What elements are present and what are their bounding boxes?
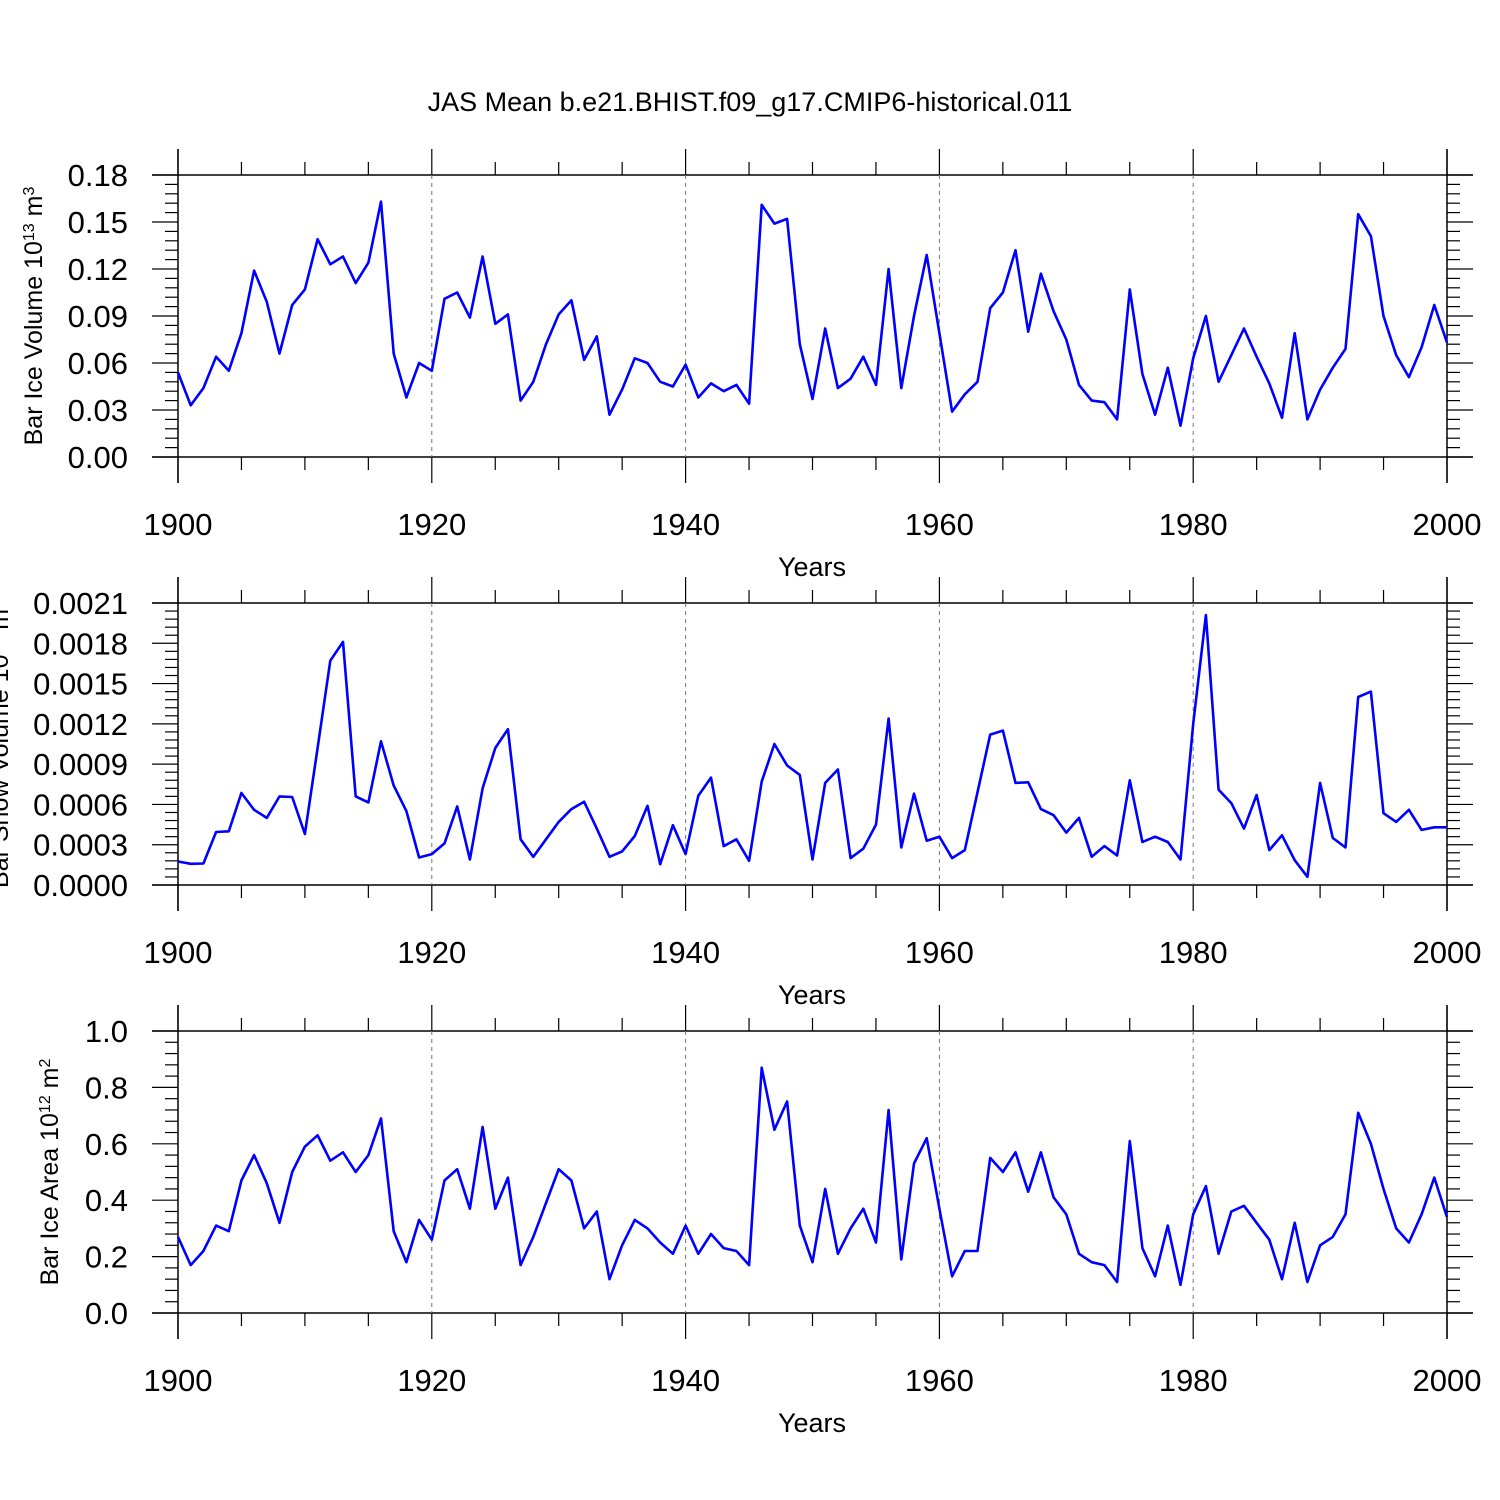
y-tick-label: 0.0021 xyxy=(33,586,128,621)
y-tick-label: 0.8 xyxy=(85,1070,128,1105)
data-series-line xyxy=(176,200,1449,428)
y-tick-label: 0.03 xyxy=(68,393,128,428)
y-label-text: Bar Snow Volume 10 xyxy=(0,655,14,888)
x-tick-label: 2000 xyxy=(1413,1363,1482,1398)
y-tick-label: 0.0015 xyxy=(33,667,128,702)
x-tick-label: 1940 xyxy=(651,935,720,970)
y-tick-label: 0.2 xyxy=(85,1240,128,1275)
y-tick-label: 0.0 xyxy=(85,1296,128,1331)
y-label-exponent: 13 xyxy=(21,223,38,241)
y-tick-label: 0.09 xyxy=(68,299,128,334)
y-tick-label: 0.0003 xyxy=(33,828,128,863)
x-axis-label: Years xyxy=(778,980,846,1010)
x-tick-label: 1980 xyxy=(1159,935,1228,970)
y-tick-label: 1.0 xyxy=(85,1014,128,1049)
y-tick-label: 0.06 xyxy=(68,346,128,381)
x-tick-label: 1960 xyxy=(905,935,974,970)
x-tick-label: 1920 xyxy=(397,935,466,970)
data-series-line xyxy=(177,613,1447,879)
y-label-unit-exponent: 3 xyxy=(21,187,38,196)
y-label-exponent: 12 xyxy=(37,1095,54,1113)
x-tick-label: 1940 xyxy=(651,1363,720,1398)
data-series-line xyxy=(176,1066,1449,1287)
y-label-unit-exponent: 3 xyxy=(0,600,4,609)
y-axis-label: Bar Ice Area 1012 m2 xyxy=(36,1059,64,1286)
y-tick-label: 0.0006 xyxy=(33,787,128,822)
panel-1: 0.00 0.03 0.06 0.09 0.12 0.15 0.18 1900 1920 1940… xyxy=(20,149,1481,582)
panel-2: 0.0000 0.0003 0.0006 0.0009 0.0012 0.0015 0.00… xyxy=(0,577,1481,1010)
panel-3: 0.0 0.2 0.4 0.6 0.8 1.0 1900 1920 1940 1960 1980 20… xyxy=(36,1005,1481,1438)
x-axis-label: Years xyxy=(778,552,846,582)
y-tick-label: 0.0018 xyxy=(33,626,128,661)
y-tick-label: 0.0009 xyxy=(33,747,128,782)
x-tick-label: 1980 xyxy=(1159,507,1228,542)
y-label-unit-exponent: 2 xyxy=(37,1059,54,1068)
y-label-unit: m xyxy=(0,609,14,637)
x-axis-label: Years xyxy=(778,1408,846,1438)
y-label-exponent: 13 xyxy=(0,637,4,655)
y-tick-label: 0.0012 xyxy=(33,707,128,742)
y-label-text: Bar Ice Volume 10 xyxy=(20,241,48,445)
x-tick-label: 1920 xyxy=(397,1363,466,1398)
x-tick-label: 1900 xyxy=(144,935,213,970)
x-tick-label: 1960 xyxy=(905,1363,974,1398)
y-tick-label: 0.0000 xyxy=(33,868,128,903)
y-tick-label: 0.4 xyxy=(85,1183,128,1218)
x-tick-label: 1900 xyxy=(144,1363,213,1398)
x-tick-label: 2000 xyxy=(1413,507,1482,542)
x-tick-label: 1920 xyxy=(397,507,466,542)
x-tick-label: 1980 xyxy=(1159,1363,1228,1398)
y-tick-label: 0.15 xyxy=(68,205,128,240)
y-axis-label: Bar Snow Volume 1013 m3 xyxy=(0,600,14,888)
y-label-unit: m xyxy=(20,196,48,224)
x-tick-label: 1960 xyxy=(905,507,974,542)
y-label-text: Bar Ice Area 10 xyxy=(36,1113,64,1285)
y-tick-label: 0.18 xyxy=(68,158,128,193)
y-tick-label: 0.12 xyxy=(68,252,128,287)
x-tick-label: 2000 xyxy=(1413,935,1482,970)
y-tick-label: 0.6 xyxy=(85,1127,128,1162)
y-axis-label: Bar Ice Volume 1013 m3 xyxy=(20,187,48,446)
y-label-unit: m xyxy=(36,1068,64,1096)
figure-title: JAS Mean b.e21.BHIST.f09_g17.CMIP6-histo… xyxy=(428,87,1073,117)
x-tick-label: 1940 xyxy=(651,507,720,542)
x-tick-label: 1900 xyxy=(144,507,213,542)
y-tick-label: 0.00 xyxy=(68,440,128,475)
